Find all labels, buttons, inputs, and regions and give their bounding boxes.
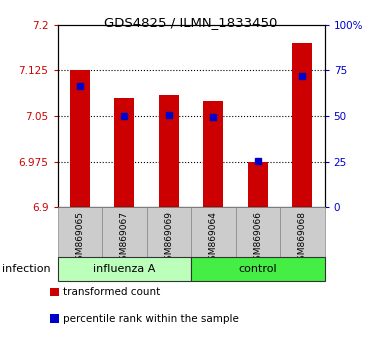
- Text: transformed count: transformed count: [63, 287, 160, 297]
- Text: control: control: [239, 264, 277, 274]
- Bar: [58, 207, 102, 257]
- Bar: [147, 207, 191, 257]
- Bar: [280, 207, 325, 257]
- Bar: [292, 43, 312, 207]
- Text: GSM869069: GSM869069: [164, 211, 173, 266]
- Text: GSM869067: GSM869067: [120, 211, 129, 266]
- Bar: [236, 207, 280, 257]
- Bar: [248, 161, 268, 207]
- Bar: [102, 207, 147, 257]
- Bar: [191, 207, 236, 257]
- Text: GSM869068: GSM869068: [298, 211, 307, 266]
- Bar: [114, 98, 134, 207]
- Text: infection: infection: [2, 264, 50, 274]
- Bar: [203, 101, 223, 207]
- Text: GSM869064: GSM869064: [209, 211, 218, 266]
- Bar: [159, 95, 179, 207]
- Bar: [70, 70, 90, 207]
- Text: GDS4825 / ILMN_1833450: GDS4825 / ILMN_1833450: [104, 16, 278, 29]
- Bar: [58, 257, 191, 281]
- Bar: [191, 257, 325, 281]
- Text: GSM869066: GSM869066: [253, 211, 262, 266]
- Text: influenza A: influenza A: [93, 264, 155, 274]
- Text: percentile rank within the sample: percentile rank within the sample: [63, 314, 239, 324]
- Text: GSM869065: GSM869065: [75, 211, 84, 266]
